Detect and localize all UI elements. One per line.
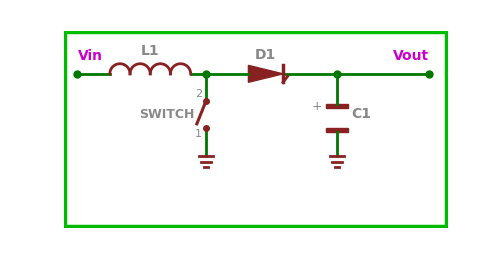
Polygon shape — [326, 104, 348, 109]
Text: 1: 1 — [195, 129, 202, 139]
Text: D1: D1 — [255, 48, 276, 61]
Text: SWITCH: SWITCH — [139, 108, 195, 121]
Text: C1: C1 — [352, 107, 372, 121]
Text: Vout: Vout — [393, 49, 429, 63]
Text: +: + — [312, 100, 322, 113]
Text: Vin: Vin — [77, 49, 102, 63]
Text: 2: 2 — [195, 89, 203, 99]
Text: L1: L1 — [141, 45, 160, 58]
Polygon shape — [249, 65, 283, 82]
Polygon shape — [326, 128, 348, 132]
